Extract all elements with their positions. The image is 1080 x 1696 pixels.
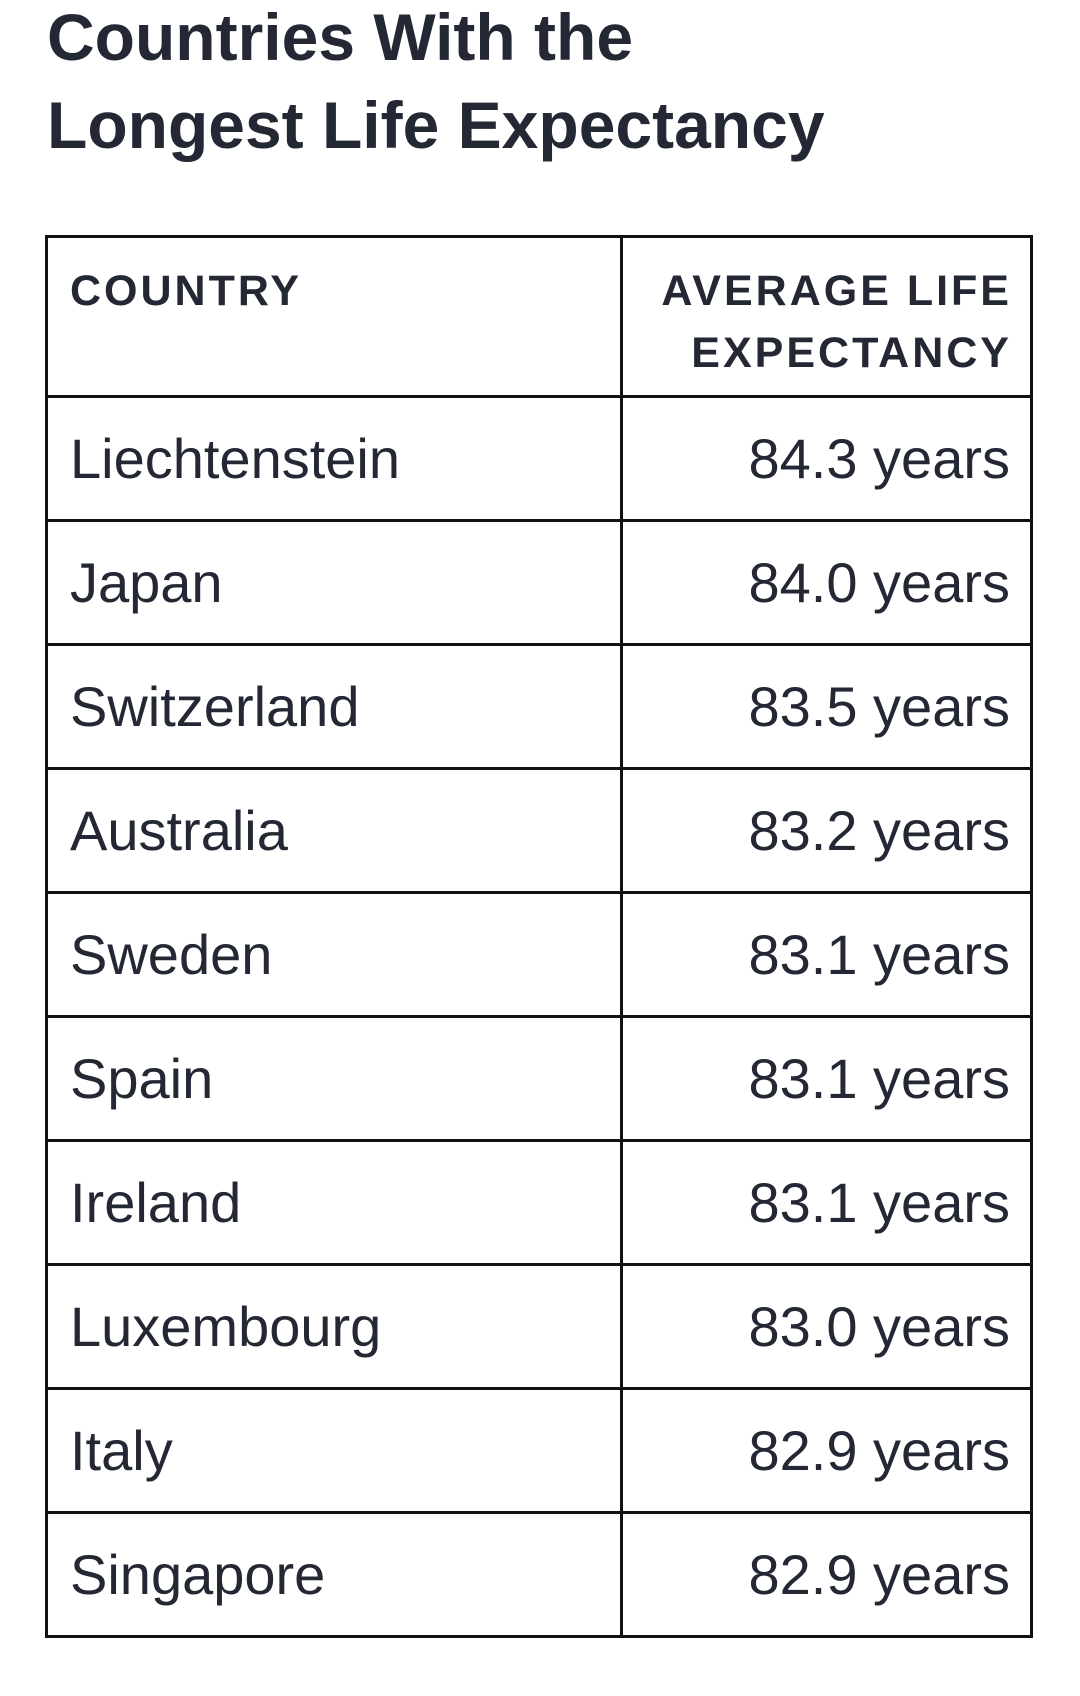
life-expectancy-cell: 83.1 years	[620, 890, 1033, 1018]
table-row: Ireland 83.1 years	[45, 1138, 1033, 1266]
column-header-country: COUNTRY	[45, 234, 623, 398]
life-expectancy-cell: 83.5 years	[620, 642, 1033, 770]
table-row: Sweden 83.1 years	[45, 890, 1033, 1018]
country-cell: Liechtenstein	[45, 394, 623, 522]
table-row: Singapore 82.9 years	[45, 1510, 1033, 1638]
column-header-average-life-expectancy: AVERAGE LIFE EXPECTANCY	[620, 234, 1033, 398]
table-row: Spain 83.1 years	[45, 1014, 1033, 1142]
country-cell: Switzerland	[45, 642, 623, 770]
table-row: Liechtenstein 84.3 years	[45, 394, 1033, 522]
country-cell: Spain	[45, 1014, 623, 1142]
country-cell: Australia	[45, 766, 623, 894]
page-title: Countries With the Longest Life Expectan…	[47, 0, 825, 162]
table-row: Australia 83.2 years	[45, 766, 1033, 894]
country-cell: Japan	[45, 518, 623, 646]
life-expectancy-cell: 84.0 years	[620, 518, 1033, 646]
life-expectancy-cell: 82.9 years	[620, 1386, 1033, 1514]
table-row: Luxembourg 83.0 years	[45, 1262, 1033, 1390]
life-expectancy-cell: 83.1 years	[620, 1014, 1033, 1142]
table-row: Switzerland 83.5 years	[45, 642, 1033, 770]
life-expectancy-cell: 83.0 years	[620, 1262, 1033, 1390]
country-cell: Luxembourg	[45, 1262, 623, 1390]
table-row: Italy 82.9 years	[45, 1386, 1033, 1514]
life-expectancy-cell: 84.3 years	[620, 394, 1033, 522]
header-row: COUNTRY AVERAGE LIFE EXPECTANCY	[45, 234, 1033, 398]
life-expectancy-table: COUNTRY AVERAGE LIFE EXPECTANCY Liechten…	[45, 234, 1033, 1638]
table-row: Japan 84.0 years	[45, 518, 1033, 646]
country-cell: Sweden	[45, 890, 623, 1018]
country-cell: Singapore	[45, 1510, 623, 1638]
life-expectancy-cell: 83.1 years	[620, 1138, 1033, 1266]
country-cell: Italy	[45, 1386, 623, 1514]
life-expectancy-cell: 83.2 years	[620, 766, 1033, 894]
table-header: COUNTRY AVERAGE LIFE EXPECTANCY	[45, 234, 1033, 398]
table-body: Liechtenstein 84.3 years Japan 84.0 years Sw…	[45, 394, 1033, 1638]
life-expectancy-cell: 82.9 years	[620, 1510, 1033, 1638]
country-cell: Ireland	[45, 1138, 623, 1266]
